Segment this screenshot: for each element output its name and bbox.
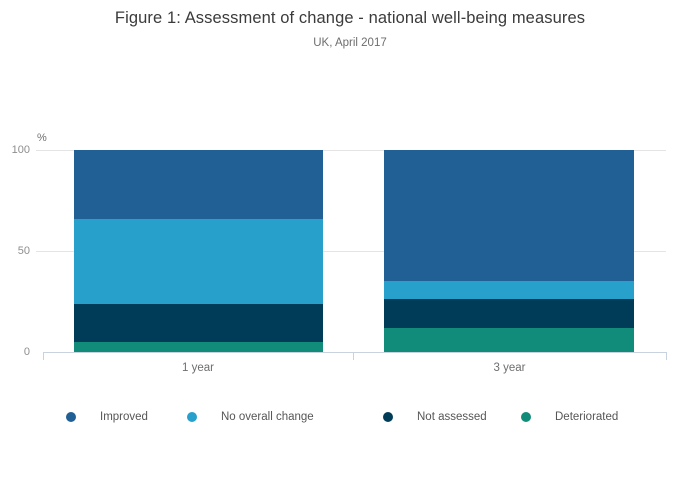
x-axis-tick-2 [666, 352, 667, 360]
bar-segment-deteriorated-3-year[interactable] [384, 327, 634, 352]
x-category-label-3-year: 3 year [493, 362, 526, 374]
chart-title: Figure 1: Assessment of change - nationa… [114, 9, 586, 27]
bar-segment-deteriorated-1-year[interactable] [74, 341, 323, 352]
gridline-50 [36, 251, 666, 252]
legend-item-not-assessed[interactable]: Not assessed [383, 409, 487, 425]
legend-dot-icon-no-overall-change [187, 412, 197, 422]
y-tick-label-100: 100 [11, 144, 30, 156]
x-axis-line [43, 352, 667, 353]
legend-label-no-overall-change: No overall change [221, 411, 314, 423]
legend-dot-icon-not-assessed [383, 412, 393, 422]
bar-segment-improved-1-year[interactable] [74, 150, 323, 219]
legend-label-deteriorated: Deteriorated [555, 411, 619, 423]
chart-subtitle: UK, April 2017 [313, 37, 387, 49]
bar-3-year [384, 150, 634, 352]
gridline-100 [36, 150, 666, 151]
x-category-label-1-year: 1 year [182, 362, 214, 374]
bar-segment-no-overall-change-1-year[interactable] [74, 218, 323, 304]
bar-segment-improved-3-year[interactable] [384, 150, 634, 282]
x-axis-tick-0 [43, 352, 44, 360]
legend-item-deteriorated[interactable]: Deteriorated [521, 409, 618, 425]
legend-item-improved[interactable]: Improved [66, 409, 148, 425]
bar-segment-not-assessed-3-year[interactable] [384, 299, 634, 328]
legend-label-not-assessed: Not assessed [417, 411, 487, 423]
y-axis-unit-label: % [37, 132, 47, 144]
legend-dot-icon-improved [66, 412, 76, 422]
legend-dot-icon-deteriorated [521, 412, 531, 422]
bar-1-year [74, 150, 323, 352]
bar-segment-no-overall-change-3-year[interactable] [384, 281, 634, 300]
x-axis-tick-1 [353, 352, 354, 360]
y-tick-label-50: 50 [17, 245, 30, 257]
y-tick-label-0: 0 [23, 346, 30, 358]
legend-label-improved: Improved [100, 411, 148, 423]
bar-segment-not-assessed-1-year[interactable] [74, 303, 323, 342]
legend-item-no-overall-change[interactable]: No overall change [187, 409, 314, 425]
